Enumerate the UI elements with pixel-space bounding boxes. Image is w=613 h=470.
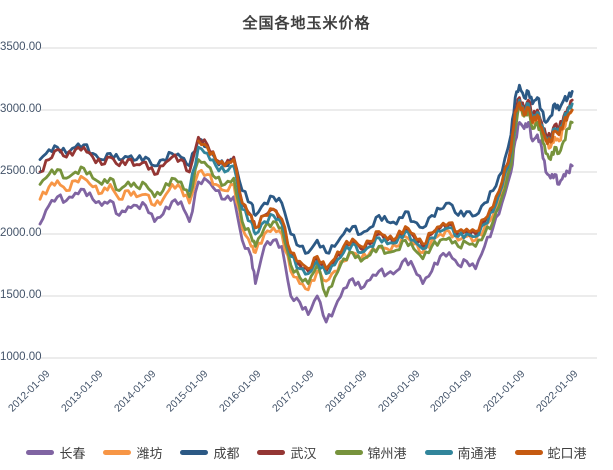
legend-swatch-nantonggang [424, 450, 453, 455]
y-tick-label: 2500.00 [0, 165, 42, 177]
series-line-changchun [38, 121, 574, 324]
legend-item-weifang: 潍坊 [103, 443, 162, 462]
legend-label-jinzhougang: 锦州港 [367, 446, 407, 461]
series-line-weifang [38, 102, 574, 292]
legend-label-chengdu: 成都 [213, 446, 240, 461]
chart-title: 全国各地玉米价格 [242, 15, 371, 32]
legend-label-shekougang: 蛇口港 [547, 446, 587, 461]
y-tick-label: 1500.00 [0, 289, 42, 301]
series-line-chengdu [38, 83, 574, 255]
legend: 长春 潍坊 成都 武汉 锦州港 南通港 蛇口港 [0, 443, 613, 462]
legend-label-wuhan: 武汉 [290, 446, 317, 461]
legend-label-changchun: 长春 [59, 446, 86, 461]
legend-swatch-chengdu [180, 450, 209, 455]
legend-item-changchun: 长春 [26, 443, 85, 462]
legend-swatch-jinzhougang [334, 450, 363, 455]
legend-swatch-shekougang [514, 450, 543, 455]
legend-item-chengdu: 成都 [180, 443, 239, 462]
y-tick-label: 1000.00 [0, 351, 42, 363]
y-tick-label: 3500.00 [0, 41, 42, 53]
legend-label-weifang: 潍坊 [136, 446, 163, 461]
legend-item-jinzhougang: 锦州港 [334, 443, 407, 462]
legend-item-shekougang: 蛇口港 [514, 443, 587, 462]
legend-item-nantonggang: 南通港 [424, 443, 497, 462]
series-line-wuhan [38, 96, 574, 273]
legend-item-wuhan: 武汉 [257, 443, 317, 462]
legend-swatch-changchun [26, 450, 55, 455]
legend-swatch-wuhan [257, 450, 286, 455]
series-line-shekougang [196, 101, 574, 271]
legend-swatch-weifang [103, 450, 132, 455]
y-tick-label: 2000.00 [0, 227, 42, 239]
y-tick-label: 3000.00 [0, 103, 42, 115]
legend-label-nantonggang: 南通港 [457, 446, 497, 461]
